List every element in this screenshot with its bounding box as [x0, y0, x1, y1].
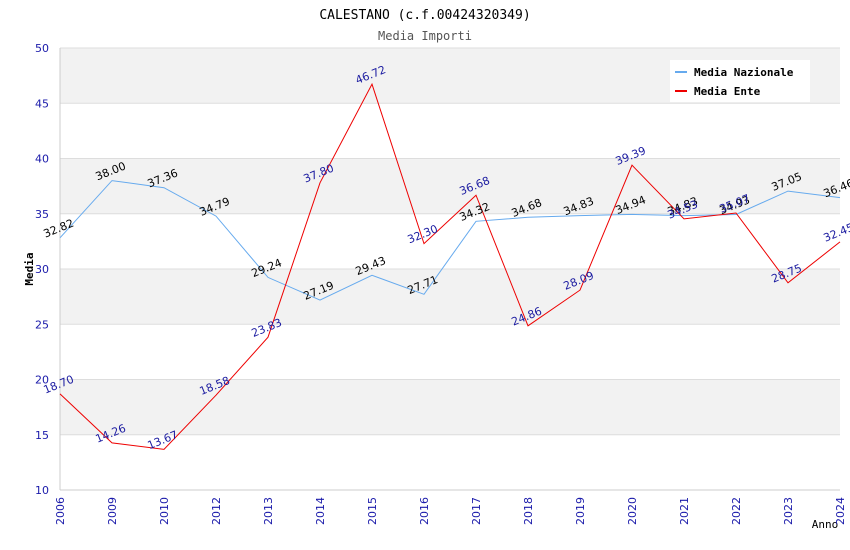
y-tick-label: 50 — [35, 42, 49, 55]
x-axis-label: Anno — [812, 518, 839, 531]
x-tick-label: 2021 — [678, 497, 691, 525]
y-tick-label: 40 — [35, 153, 49, 166]
legend-label: Media Nazionale — [694, 66, 794, 79]
axes — [59, 48, 840, 491]
x-tick-label: 2024 — [834, 497, 847, 525]
y-tick-label: 15 — [35, 429, 49, 442]
legend: Media Nazionale Media Ente — [670, 60, 810, 102]
band — [60, 379, 840, 435]
x-tick-label: 2009 — [106, 497, 119, 525]
chart-subtitle: Media Importi — [378, 29, 472, 43]
legend-box — [670, 60, 810, 102]
x-tick-label: 2010 — [158, 497, 171, 525]
y-tick-label: 45 — [35, 97, 49, 110]
y-tick-labels: 10 15 20 25 30 35 40 45 50 — [35, 42, 49, 497]
y-tick-label: 30 — [35, 263, 49, 276]
x-tick-label: 2019 — [574, 497, 587, 525]
x-tick-label: 2013 — [262, 497, 275, 525]
x-tick-label: 2006 — [54, 497, 67, 525]
x-tick-label: 2023 — [782, 497, 795, 525]
y-tick-label: 20 — [35, 374, 49, 387]
series-line — [59, 180, 841, 301]
x-tick-label: 2015 — [366, 497, 379, 525]
x-tick-labels: 2006 2009 2010 2012 2013 2014 2015 2016 2017 2018… — [54, 497, 847, 525]
series-lines — [59, 82, 841, 450]
x-tick-label: 2012 — [210, 497, 223, 525]
y-tick-label: 10 — [35, 484, 49, 497]
x-tick-label: 2020 — [626, 497, 639, 525]
y-tick-label: 25 — [35, 318, 49, 331]
chart-title: CALESTANO (c.f.00424320349) — [319, 8, 530, 23]
x-tick-label: 2018 — [522, 497, 535, 525]
series-line — [59, 82, 841, 450]
background-bands — [60, 48, 840, 435]
data-label: 32.45 — [822, 221, 850, 245]
x-tick-label: 2017 — [470, 497, 483, 525]
x-tick-label: 2014 — [314, 497, 327, 525]
data-label: 32.30 — [406, 222, 440, 246]
legend-label: Media Ente — [694, 85, 761, 98]
y-tick-label: 35 — [35, 208, 49, 221]
x-tick-label: 2016 — [418, 497, 431, 525]
x-tick-label: 2022 — [730, 497, 743, 525]
y-axis-label: Media — [23, 252, 36, 285]
grid-lines — [60, 47, 840, 491]
band — [60, 158, 840, 214]
band — [60, 269, 840, 325]
